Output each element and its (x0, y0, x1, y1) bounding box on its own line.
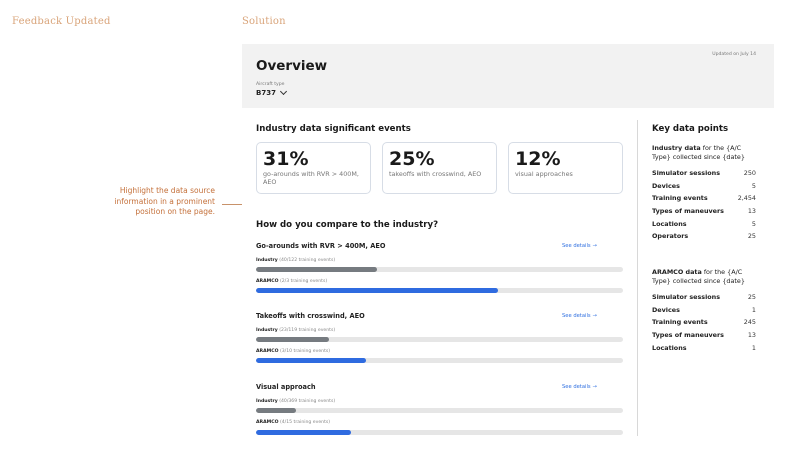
industry-progress-fill (256, 267, 378, 272)
page-title: Overview (256, 58, 328, 74)
see-details-link[interactable]: See details → (562, 243, 597, 249)
stat-percent: 31% (263, 148, 309, 170)
overview-screen: Updated on July 14 Overview Aircraft typ… (242, 44, 774, 470)
stat-percent: 25% (389, 148, 435, 170)
significant-events-title: Industry data significant events (256, 124, 411, 134)
aircraft-type-dropdown[interactable]: B737 (256, 87, 287, 97)
industry-data-heading: Industry data for the {A/C Type} collect… (652, 144, 745, 161)
compare-item-title: Takeoffs with crosswind, AEO (256, 312, 365, 320)
aramco-row-label: ARAMCO (2/3 training events) (256, 279, 328, 284)
compare-item-title: Visual approach (256, 383, 316, 391)
key-data-title: Key data points (652, 124, 729, 134)
key-data-row: Operators 25 (652, 232, 756, 241)
design-annotation: Highlight the data source information in… (114, 186, 215, 216)
aircraft-type-value: B737 (256, 89, 276, 97)
key-data-row: Training events 245 (652, 318, 756, 327)
industry-progress-fill (256, 337, 330, 342)
stat-description: visual approaches (515, 170, 573, 178)
industry-row-label: Industry (40/122 training events) (256, 258, 336, 263)
aramco-progress-bar (256, 288, 623, 293)
key-data-row: Training events 2,454 (652, 194, 756, 203)
arrow-right-icon: → (592, 243, 597, 249)
section-label-feedback: Feedback Updated (12, 16, 111, 27)
industry-data-panel: Industry data for the {A/C Type} collect… (652, 144, 756, 243)
key-data-row: Types of maneuvers 13 (652, 206, 756, 215)
aramco-row-label: ARAMCO (3/10 training events) (256, 349, 331, 354)
key-data-row: Types of maneuvers 13 (652, 330, 756, 339)
key-data-row: Devices 5 (652, 181, 756, 190)
key-data-row: Simulator sessions 25 (652, 293, 756, 302)
aircraft-type-label: Aircraft type (256, 82, 285, 87)
industry-row-label: Industry (23/119 training events) (256, 328, 336, 333)
industry-progress-bar (256, 408, 623, 413)
aramco-data-panel: ARAMCO data for the {A/C Type} collected… (652, 268, 756, 354)
column-divider (637, 120, 638, 436)
stat-percent: 12% (515, 148, 561, 170)
aramco-row-label: ARAMCO (4/15 training events) (256, 420, 331, 425)
aramco-data-heading: ARAMCO data for the {A/C Type} collected… (652, 268, 745, 285)
stat-card-go-arounds: 31% go-arounds with RVR > 400M, AEO (256, 142, 371, 194)
see-details-link[interactable]: See details → (562, 313, 597, 319)
compare-title: How do you compare to the industry? (256, 220, 439, 230)
arrow-right-icon: → (592, 384, 597, 390)
stat-description: takeoffs with crosswind, AEO (389, 170, 482, 178)
key-data-row: Devices 1 (652, 305, 756, 314)
aramco-progress-bar (256, 430, 623, 435)
aramco-progress-fill (256, 430, 352, 435)
stat-description: go-arounds with RVR > 400M, AEO (263, 170, 359, 186)
stat-card-visual-approaches: 12% visual approaches (508, 142, 623, 194)
aramco-progress-bar (256, 358, 623, 363)
stat-card-takeoffs: 25% takeoffs with crosswind, AEO (382, 142, 497, 194)
industry-row-label: Industry (40/369 training events) (256, 399, 336, 404)
compare-item-title: Go-arounds with RVR > 400M, AEO (256, 242, 386, 250)
key-data-row: Locations 1 (652, 343, 756, 352)
see-details-link[interactable]: See details → (562, 384, 597, 390)
arrow-right-icon: → (592, 313, 597, 319)
chevron-down-icon (279, 87, 287, 96)
key-data-row: Locations 5 (652, 219, 756, 228)
industry-progress-bar (256, 267, 623, 272)
key-data-row: Simulator sessions 250 (652, 169, 756, 178)
industry-progress-bar (256, 337, 623, 342)
aramco-progress-fill (256, 288, 499, 293)
updated-date: Updated on July 14 (712, 52, 756, 57)
overview-header: Updated on July 14 Overview Aircraft typ… (242, 44, 774, 108)
aramco-progress-fill (256, 358, 367, 363)
industry-progress-fill (256, 408, 297, 413)
section-label-solution: Solution (242, 16, 286, 27)
